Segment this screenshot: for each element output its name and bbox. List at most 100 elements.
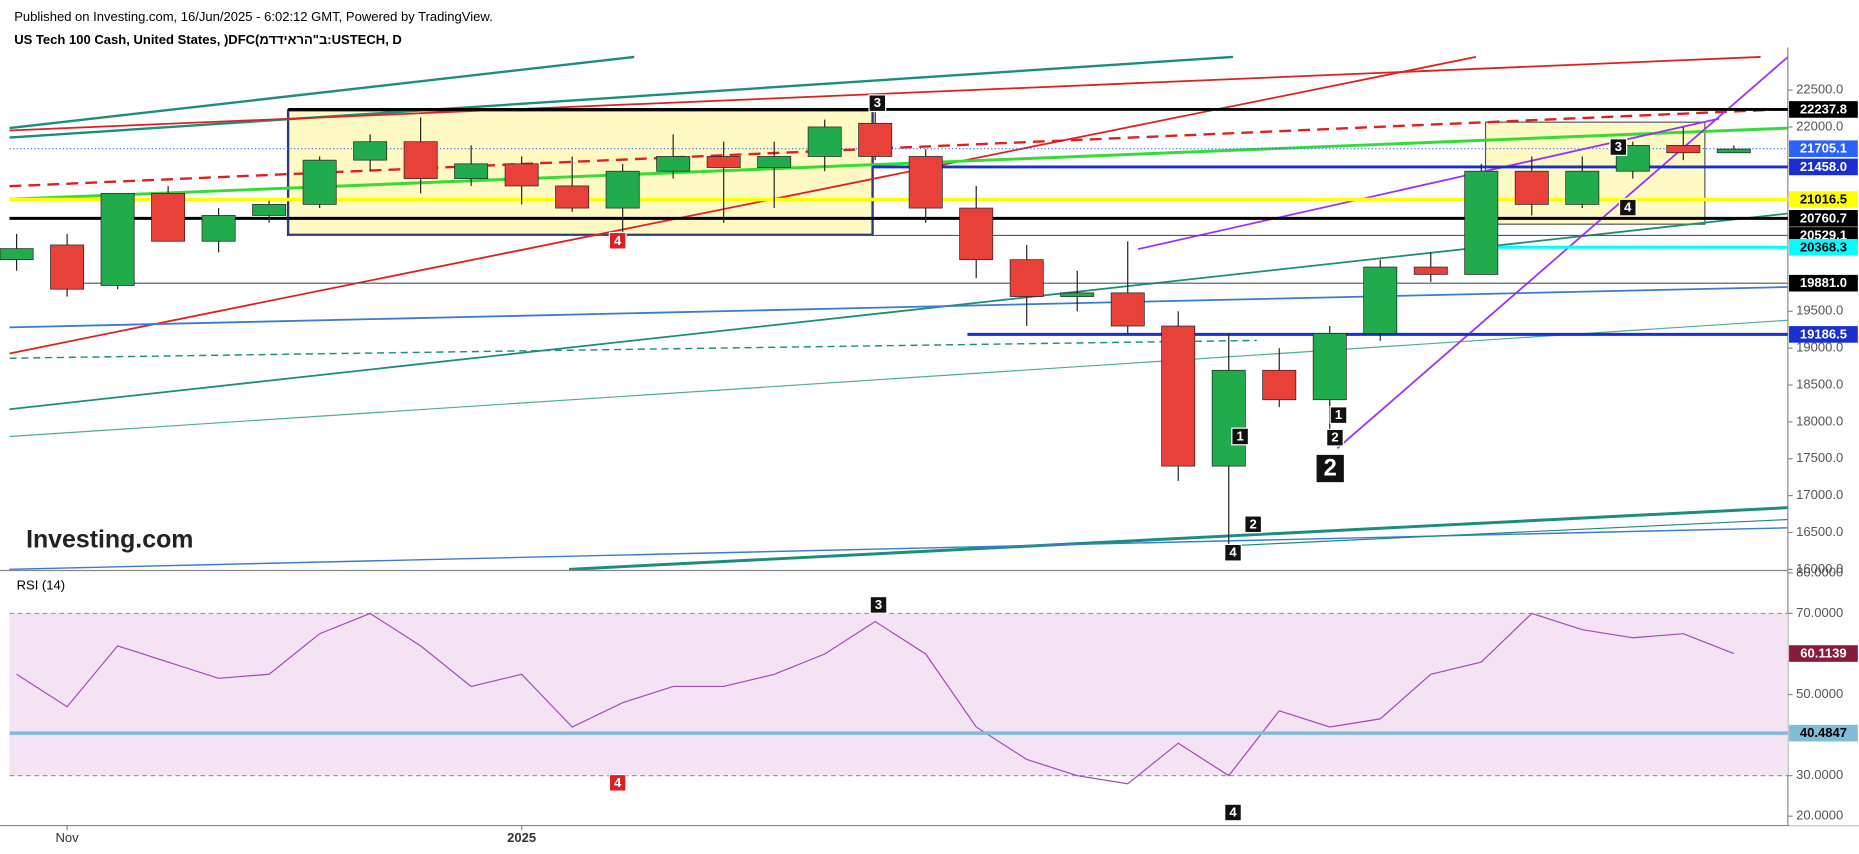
trend-line [1232,518,1788,547]
candle-body [1615,145,1650,172]
candle-body [100,192,135,286]
y-tick-label: 22500.0 [1796,82,1843,97]
price-tag-label: 60.1139 [1800,646,1846,661]
marker-label: 4 [614,775,622,790]
candle-body [403,141,438,179]
source-text: Published on Investing.com, 16/Jun/2025 … [14,9,492,24]
candle-body [252,204,287,216]
price-tag-label: 21458.0 [1800,159,1847,174]
candle-body [1363,266,1398,334]
trend-line [9,212,1788,411]
price-tag-label: 22237.8 [1800,101,1847,116]
candle-body [302,159,337,205]
trend-line [9,56,1761,132]
marker-box [1315,453,1346,484]
rsi-tick-label: 70.0000 [1796,605,1843,620]
trend-line [9,55,635,130]
price-tag-label: 40.4847 [1800,725,1847,740]
marker-label: 4 [1229,545,1237,560]
y-tick-label: 19000.0 [1796,340,1843,355]
candle-body [1413,266,1448,275]
y-tick-label: 19500.0 [1796,303,1843,318]
trend-line [9,55,1234,139]
price-tag-label: 20368.3 [1800,239,1847,254]
trend-line [9,339,1257,359]
price-tag [1789,645,1858,662]
price-tag [1789,238,1858,256]
price-tag-label: 19186.5 [1800,326,1847,341]
marker-label: 2 [1331,430,1338,445]
marker-label: 2 [1250,516,1257,531]
candle-body [1514,170,1549,205]
candle-body [1161,325,1196,467]
y-tick-label: 18500.0 [1796,376,1843,391]
x-tick-label: 2025 [507,830,536,845]
trend-line [9,107,1788,188]
candle-body [555,185,590,209]
marker-box [869,596,888,614]
rsi-title: RSI (14) [17,577,66,592]
x-tick-label: Nov [56,830,80,845]
candle-body [454,163,489,179]
candle-body [959,207,994,261]
candle-body [807,126,842,157]
marker-box [1329,406,1348,425]
candle-body [656,156,691,172]
price-tag [1789,724,1858,742]
candle-body [1716,148,1751,154]
y-tick-label: 16500.0 [1796,524,1843,539]
candle-body [1009,259,1044,297]
candle-body [151,192,186,242]
y-tick-label: 16000.0 [1796,561,1843,576]
price-axis-bg [1789,47,1859,826]
candle-body [353,141,388,161]
rsi-tick-label: 80.0000 [1796,564,1843,579]
marker-label: 1 [1335,407,1342,422]
candle-body [757,156,792,168]
marker-box [1224,803,1242,822]
trend-line [1336,56,1789,450]
price-tag-label: 20529.1 [1800,227,1847,242]
marker-box [868,94,887,113]
candle-body [605,170,640,209]
candle-body [0,248,34,261]
y-tick-label: 22000.0 [1796,118,1843,133]
marker-box [608,773,627,792]
candle-body [1666,145,1701,154]
rsi-tick-label: 20.0000 [1796,808,1843,823]
marker-box [1231,427,1250,446]
marker-label: 3 [875,597,882,612]
candle-body [201,215,236,242]
candle-body [1565,170,1600,205]
candle-body [50,244,85,290]
rsi-tick-label: 30.0000 [1796,767,1843,782]
candle-body [1312,333,1347,401]
trend-line [9,56,1477,355]
marker-label: 1 [1236,429,1243,444]
trend-line [9,527,1788,571]
marker-box [1618,198,1637,217]
price-tag [1789,191,1858,208]
marker-box [608,231,627,250]
price-tag-label: 21016.5 [1800,192,1847,207]
price-tag [1789,274,1858,292]
candle-body [1110,292,1145,327]
y-tick-label: 17500.0 [1796,450,1843,465]
candle-body [504,163,539,187]
y-tick-label: 18000.0 [1796,413,1843,428]
watermark: Investing.com [26,525,193,553]
candle-body [858,122,893,157]
candle-body [1464,170,1499,275]
price-tag [1789,210,1858,227]
candle-body [1211,369,1246,467]
marker-box [1224,543,1242,562]
symbol-title: US Tech 100 Cash, United States, )DFC(ב"… [14,32,402,47]
price-tag [1789,101,1858,118]
marker-label: 4 [1229,805,1237,820]
price-tag-label: 19881.0 [1800,275,1847,290]
price-tag [1789,140,1858,158]
marker-label: 3 [1615,139,1622,154]
candle-body [1060,292,1095,297]
